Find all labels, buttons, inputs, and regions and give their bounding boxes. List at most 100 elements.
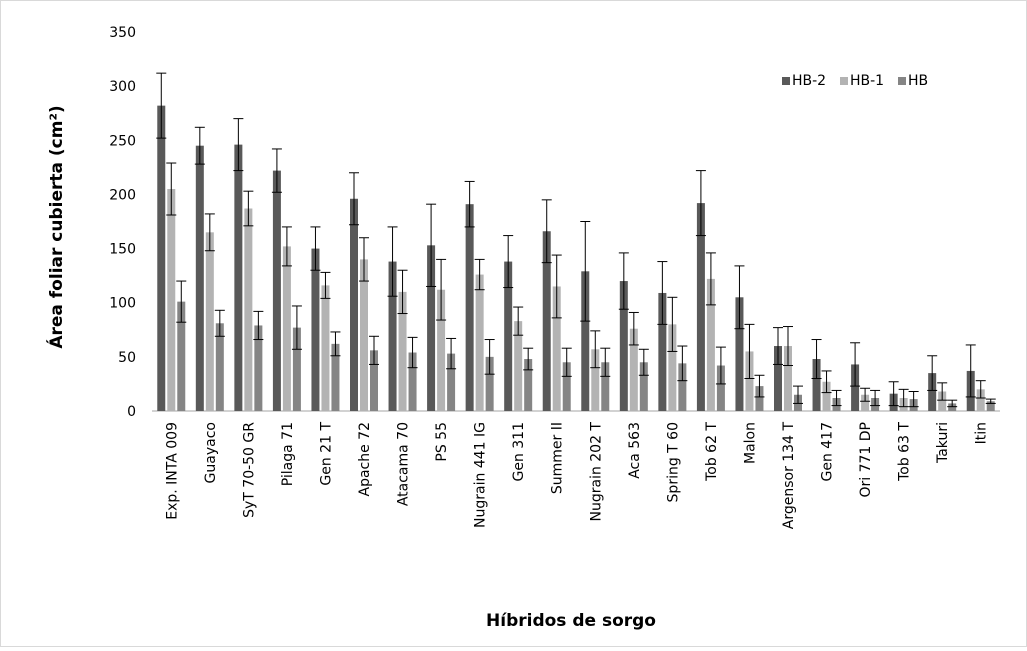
legend-swatch-hb bbox=[898, 77, 906, 85]
bar-hb-1 bbox=[552, 286, 561, 411]
bar-hb bbox=[948, 403, 957, 411]
bar-hb-1 bbox=[861, 394, 870, 411]
bar-hb-2 bbox=[388, 261, 397, 411]
legend-label: HB bbox=[908, 73, 928, 89]
bar-hb-1 bbox=[514, 321, 523, 411]
bar-hb-1 bbox=[784, 346, 792, 411]
bar-hb-1 bbox=[360, 259, 368, 411]
bar-hb-2 bbox=[465, 204, 474, 411]
bar-hb-2 bbox=[504, 261, 513, 411]
bar-hb-1 bbox=[282, 246, 291, 411]
bar-hb bbox=[370, 350, 378, 411]
x-tick-label: Malon bbox=[742, 422, 758, 464]
bar-hb-2 bbox=[311, 248, 320, 411]
bar-hb-2 bbox=[157, 105, 166, 412]
x-axis-title: Híbridos de sorgo bbox=[486, 611, 656, 631]
bar-hb-1 bbox=[822, 381, 831, 411]
x-tick-label: Spring T 60 bbox=[665, 422, 681, 502]
legend-swatch-hb-1 bbox=[840, 77, 848, 85]
bar-hb bbox=[292, 327, 301, 411]
bar-hb bbox=[215, 323, 224, 411]
x-tick-label: Itin bbox=[974, 422, 990, 444]
x-tick-label: Tob 63 T bbox=[897, 422, 913, 482]
bar-hb bbox=[177, 301, 186, 411]
bar-hb-2 bbox=[812, 359, 821, 411]
bar-hb-1 bbox=[437, 289, 446, 411]
x-tick-label: Nugrain 202 T bbox=[588, 422, 604, 522]
bar-hb-1 bbox=[167, 189, 176, 411]
x-tick-label: Guayaco bbox=[203, 422, 219, 483]
bar-hb bbox=[254, 325, 263, 411]
bar-hb-1 bbox=[668, 324, 677, 411]
bar-hb-1 bbox=[938, 391, 947, 411]
y-tick-label: 100 bbox=[109, 296, 136, 312]
x-tick-label: Tob 62 T bbox=[704, 422, 720, 482]
bars bbox=[157, 105, 995, 412]
y-axis-title: Área foliar cubierta (cm²) bbox=[45, 105, 67, 348]
error-bars bbox=[156, 72, 996, 408]
bar-hb bbox=[601, 362, 610, 411]
y-tick-label: 200 bbox=[109, 187, 136, 203]
bar-hb-2 bbox=[195, 145, 204, 411]
bar-hb-1 bbox=[706, 278, 715, 411]
bar-hb bbox=[562, 362, 571, 411]
x-tick-label: Exp. INTA 009 bbox=[164, 422, 180, 520]
bar-hb bbox=[639, 362, 648, 411]
bar-hb-2 bbox=[581, 271, 590, 411]
bar-hb-1 bbox=[629, 328, 638, 411]
bar-hb bbox=[986, 401, 995, 411]
x-tick-label: Gen 311 bbox=[511, 422, 527, 482]
x-tick-label: PS 55 bbox=[434, 422, 450, 462]
bar-hb bbox=[408, 352, 417, 411]
bar-hb-2 bbox=[658, 292, 667, 411]
bar-hb-2 bbox=[774, 346, 782, 411]
legend-label: HB-2 bbox=[792, 73, 826, 89]
bar-hb-2 bbox=[234, 144, 243, 412]
x-tick-label: Atacama 70 bbox=[396, 422, 412, 506]
y-tick-label: 350 bbox=[109, 25, 136, 41]
x-tick-label: Gen 417 bbox=[820, 422, 836, 482]
bar-hb bbox=[447, 353, 456, 411]
bar-hb-1 bbox=[591, 349, 600, 411]
bar-hb-2 bbox=[542, 231, 551, 411]
bar-hb-1 bbox=[321, 285, 330, 411]
y-tick-label: 250 bbox=[109, 133, 136, 149]
bar-hb-2 bbox=[619, 281, 628, 411]
bar-hb-2 bbox=[427, 245, 436, 411]
x-tick-label: Pilaga 71 bbox=[280, 422, 296, 486]
bar-hb-1 bbox=[745, 351, 754, 411]
y-axis-ticks: 0 50 100 150 200 250 300 350 bbox=[109, 25, 136, 420]
bar-hb-2 bbox=[735, 297, 744, 411]
bar-hb bbox=[755, 386, 764, 411]
x-tick-label: Apache 72 bbox=[357, 422, 373, 497]
bar-hb-2 bbox=[350, 198, 358, 411]
y-tick-label: 150 bbox=[109, 242, 136, 258]
x-tick-label: Gen 21 T bbox=[318, 422, 334, 486]
x-tick-label: Summer II bbox=[550, 422, 566, 494]
x-tick-label: Nugrain 441 IG bbox=[473, 422, 489, 528]
bar-hb bbox=[716, 365, 725, 411]
bar-hb-1 bbox=[244, 208, 253, 411]
bar-hb bbox=[485, 356, 494, 411]
bar-hb bbox=[524, 359, 533, 411]
x-tick-label: SyT 70-50 GR bbox=[241, 422, 257, 518]
bar-hb bbox=[678, 363, 687, 411]
y-tick-label: 0 bbox=[127, 404, 136, 420]
y-tick-label: 300 bbox=[109, 79, 136, 95]
bar-hb-2 bbox=[928, 373, 937, 411]
legend-label: HB-1 bbox=[850, 73, 884, 89]
x-tick-label: Ori 771 DP bbox=[858, 422, 874, 498]
bar-hb-1 bbox=[398, 291, 407, 411]
x-tick-label: Argensor 134 T bbox=[781, 422, 797, 530]
y-tick-label: 50 bbox=[118, 350, 136, 366]
x-tick-label: Takuri bbox=[935, 422, 951, 464]
x-tick-label: Aca 563 bbox=[627, 422, 643, 479]
bar-hb-1 bbox=[976, 389, 985, 411]
bar-hb-1 bbox=[475, 274, 484, 411]
bar-hb-2 bbox=[851, 364, 860, 411]
legend-swatch-hb-2 bbox=[782, 77, 790, 85]
x-axis-tick-labels: Exp. INTA 009 Guayaco SyT 70-50 GR Pilaga 7… bbox=[164, 422, 989, 530]
